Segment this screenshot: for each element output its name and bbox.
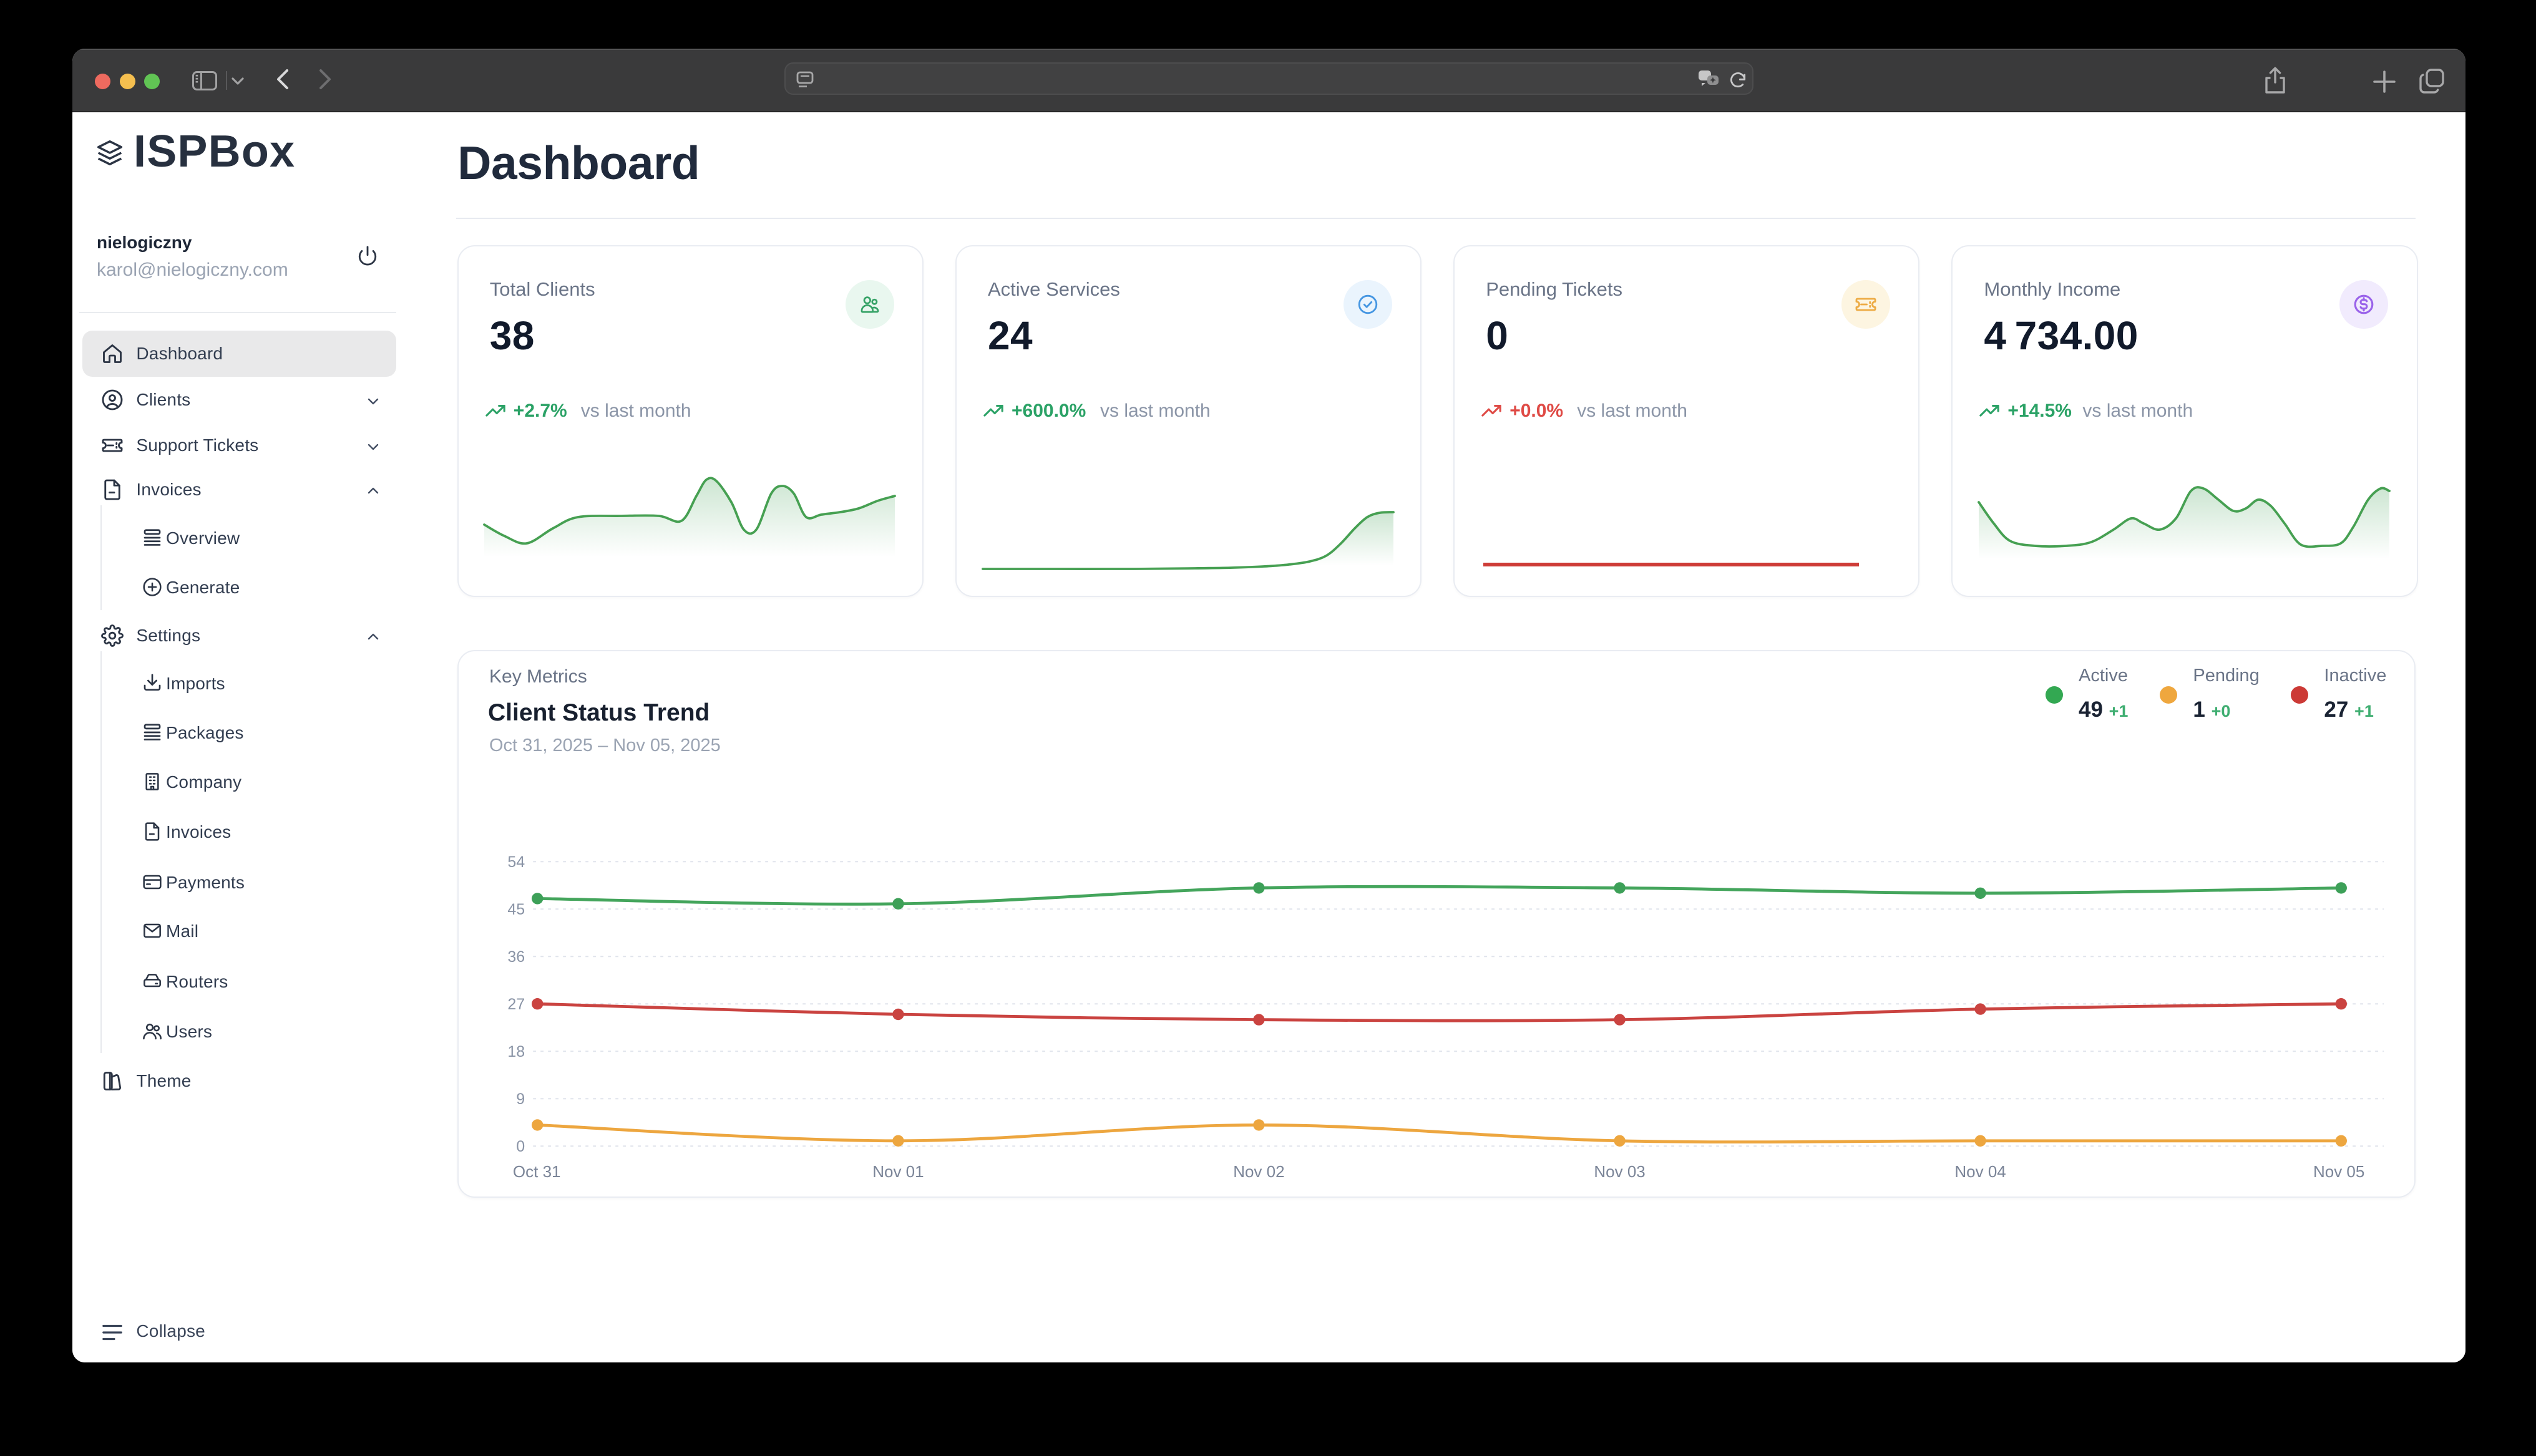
- svg-text:Nov 03: Nov 03: [1594, 1162, 1645, 1181]
- svg-text:45: 45: [507, 901, 525, 918]
- svg-text:36: 36: [507, 948, 525, 966]
- svg-text:9: 9: [516, 1090, 525, 1108]
- svg-text:18: 18: [507, 1043, 525, 1060]
- svg-text:0: 0: [516, 1138, 525, 1155]
- svg-text:Nov 05: Nov 05: [2313, 1162, 2364, 1181]
- svg-text:Nov 01: Nov 01: [872, 1162, 924, 1181]
- svg-text:54: 54: [507, 853, 525, 871]
- svg-text:Nov 02: Nov 02: [1233, 1162, 1284, 1181]
- svg-text:Oct 31: Oct 31: [513, 1162, 561, 1181]
- svg-text:27: 27: [507, 996, 525, 1013]
- svg-text:✦: ✦: [1709, 76, 1716, 85]
- svg-text:Nov 04: Nov 04: [1954, 1162, 2006, 1181]
